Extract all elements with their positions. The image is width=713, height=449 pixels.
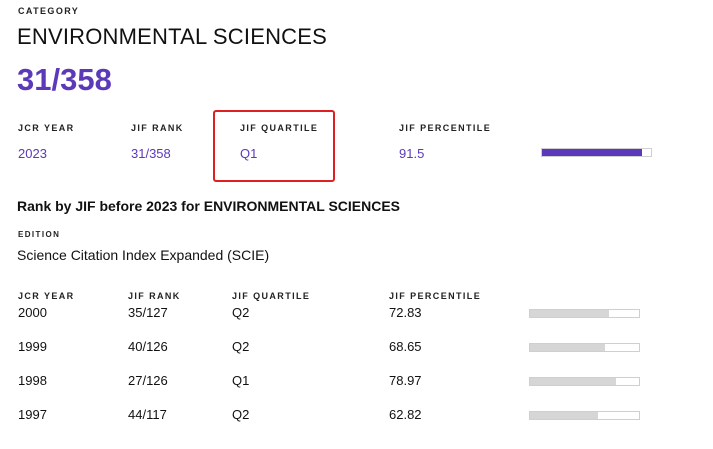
current-jcr-year: 2023 bbox=[18, 146, 47, 161]
edition-label: EDITION bbox=[18, 230, 61, 239]
header-jif-rank: JIF RANK bbox=[131, 123, 184, 133]
row-quartile: Q2 bbox=[232, 339, 250, 354]
row-percentile-bar bbox=[529, 309, 640, 318]
row-percentile-bar-fill bbox=[530, 378, 617, 385]
category-rank: 31/358 bbox=[17, 62, 112, 97]
row-percentile: 72.83 bbox=[389, 305, 422, 320]
row-percentile-bar bbox=[529, 343, 640, 352]
history-header-jif-quartile: JIF QUARTILE bbox=[232, 291, 311, 301]
row-percentile-bar bbox=[529, 411, 640, 420]
row-percentile-bar-fill bbox=[530, 344, 605, 351]
row-percentile-bar bbox=[529, 377, 640, 386]
history-header-jcr-year: JCR YEAR bbox=[18, 291, 75, 301]
row-rank: 27/126 bbox=[128, 373, 168, 388]
row-year: 1997 bbox=[18, 407, 47, 422]
table-row: 1997 44/117 Q2 62.82 bbox=[0, 407, 713, 427]
row-year: 2000 bbox=[18, 305, 47, 320]
header-jcr-year: JCR YEAR bbox=[18, 123, 75, 133]
category-label: CATEGORY bbox=[18, 6, 80, 16]
row-rank: 35/127 bbox=[128, 305, 168, 320]
row-percentile-bar-fill bbox=[530, 412, 599, 419]
row-percentile: 62.82 bbox=[389, 407, 422, 422]
quartile-highlight-box bbox=[213, 110, 335, 182]
row-year: 1999 bbox=[18, 339, 47, 354]
header-jif-quartile: JIF QUARTILE bbox=[240, 123, 319, 133]
edition-value: Science Citation Index Expanded (SCIE) bbox=[17, 247, 270, 263]
history-header-jif-rank: JIF RANK bbox=[128, 291, 181, 301]
row-quartile: Q2 bbox=[232, 407, 250, 422]
current-jif-quartile: Q1 bbox=[240, 146, 258, 161]
row-percentile: 68.65 bbox=[389, 339, 422, 354]
current-jif-rank: 31/358 bbox=[131, 146, 171, 161]
table-row: 1999 40/126 Q2 68.65 bbox=[0, 339, 713, 359]
table-row: 1998 27/126 Q1 78.97 bbox=[0, 373, 713, 393]
current-jif-percentile: 91.5 bbox=[399, 146, 425, 161]
history-header-jif-percentile: JIF PERCENTILE bbox=[389, 291, 482, 301]
row-percentile: 78.97 bbox=[389, 373, 422, 388]
header-jif-percentile: JIF PERCENTILE bbox=[399, 123, 492, 133]
row-quartile: Q1 bbox=[232, 373, 250, 388]
row-percentile-bar-fill bbox=[530, 310, 610, 317]
row-rank: 40/126 bbox=[128, 339, 168, 354]
current-percentile-bar-fill bbox=[542, 149, 642, 156]
current-percentile-bar bbox=[541, 148, 652, 157]
row-rank: 44/117 bbox=[128, 407, 167, 422]
category-title: ENVIRONMENTAL SCIENCES bbox=[17, 24, 328, 49]
history-title: Rank by JIF before 2023 for ENVIRONMENTA… bbox=[17, 198, 401, 214]
row-year: 1998 bbox=[18, 373, 47, 388]
row-quartile: Q2 bbox=[232, 305, 250, 320]
table-row: 2000 35/127 Q2 72.83 bbox=[0, 305, 713, 325]
